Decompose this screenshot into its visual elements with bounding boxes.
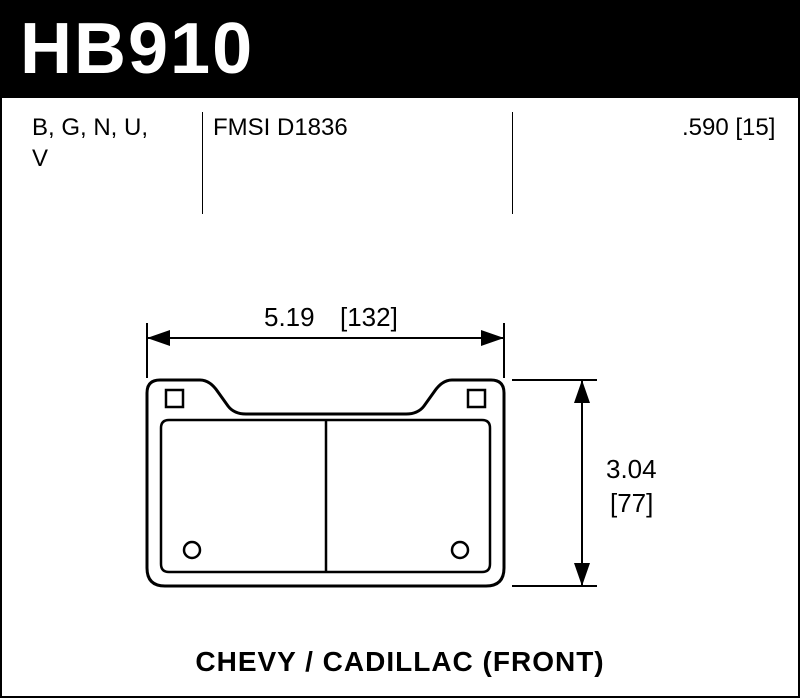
compounds-cell: B, G, N, U, V <box>2 112 202 213</box>
diagram-area: 5.19 [132] <box>2 228 798 696</box>
fmsi-text: FMSI D1836 <box>213 112 512 143</box>
height-mm: [77] <box>610 488 653 518</box>
width-dimension: 5.19 [132] <box>147 302 504 378</box>
blank-cell <box>512 112 662 214</box>
content-area: B, G, N, U, V FMSI D1836 .590 [15] 5.19 <box>0 98 800 698</box>
thickness-cell: .590 [15] <box>662 112 798 213</box>
part-number: HB910 <box>20 8 254 90</box>
width-mm: [132] <box>340 302 398 332</box>
compounds-line2: V <box>32 143 202 174</box>
height-dimension: 3.04 [77] <box>512 380 657 586</box>
application-label: CHEVY / CADILLAC (FRONT) <box>2 646 798 678</box>
brake-pad-shape <box>147 380 504 586</box>
header-bar: HB910 <box>0 0 800 98</box>
thickness-text: .590 [15] <box>682 112 798 143</box>
spec-row: B, G, N, U, V FMSI D1836 .590 [15] <box>2 98 798 213</box>
brake-pad-diagram: 5.19 [132] <box>2 228 800 698</box>
compounds-line1: B, G, N, U, <box>32 112 202 143</box>
fmsi-cell: FMSI D1836 <box>202 112 512 214</box>
width-inches: 5.19 <box>264 302 315 332</box>
height-inches: 3.04 <box>606 454 657 484</box>
